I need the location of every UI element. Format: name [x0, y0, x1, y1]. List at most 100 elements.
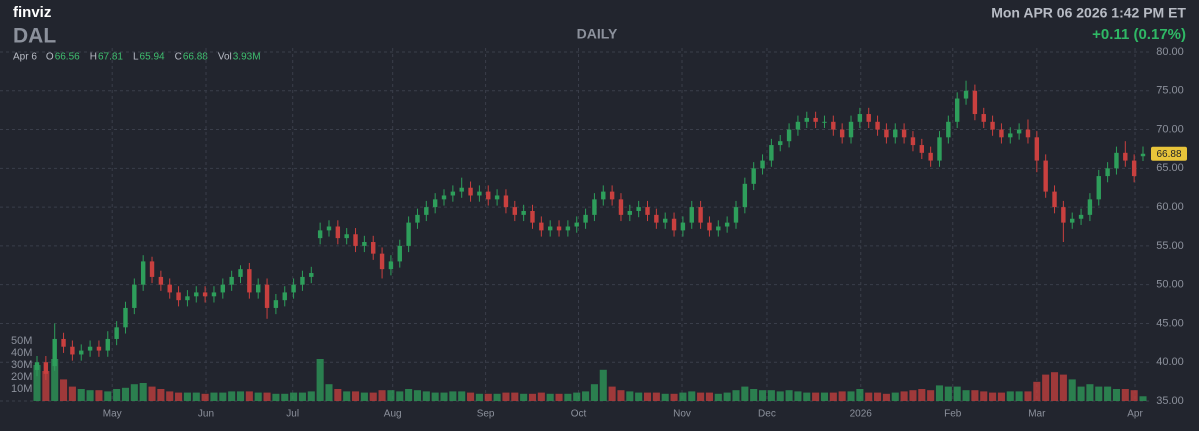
- volume-bar: [750, 389, 758, 401]
- volume-bar: [166, 391, 174, 401]
- volume-bar: [918, 389, 926, 401]
- x-tick-label: Sep: [477, 409, 495, 420]
- candle-body: [1008, 133, 1013, 138]
- y-tick-label: 80.00: [1156, 46, 1184, 58]
- candle-body: [79, 350, 84, 355]
- volume-bar: [281, 393, 289, 401]
- candle-body: [34, 362, 40, 370]
- volume-bar: [396, 391, 404, 401]
- y-tick-label: 55.00: [1156, 240, 1184, 252]
- candle-body: [1105, 168, 1110, 177]
- volume-bar: [351, 391, 360, 401]
- volume-bar: [714, 393, 722, 401]
- volume-bar: [891, 392, 899, 401]
- x-tick-label: Nov: [673, 409, 691, 420]
- volume-bar: [77, 389, 85, 401]
- candle-body: [636, 207, 641, 211]
- candle-body: [344, 234, 349, 239]
- candle-body: [158, 276, 164, 285]
- volume-bar: [865, 392, 873, 401]
- volume-bar: [785, 390, 793, 401]
- volume-bar: [555, 393, 563, 401]
- legend-value: 66.88: [183, 52, 208, 63]
- candle-body: [300, 276, 305, 285]
- candle-body: [583, 214, 588, 223]
- x-tick-label: 2026: [850, 409, 873, 420]
- volume-bar: [723, 392, 731, 401]
- candle-body: [512, 207, 517, 215]
- volume-bar: [1033, 381, 1041, 401]
- volume-bar: [369, 392, 377, 401]
- volume-bar: [741, 386, 749, 401]
- candles: [34, 80, 1146, 381]
- volume-bar: [900, 391, 908, 401]
- volume-bar: [590, 384, 598, 401]
- x-tick-label: Feb: [944, 409, 962, 420]
- candle-body: [87, 346, 93, 351]
- volume-bar: [847, 391, 855, 401]
- candle-body: [813, 117, 818, 122]
- volume-bar: [192, 392, 200, 401]
- volume-bar: [51, 359, 59, 401]
- volume-bar: [1139, 396, 1147, 401]
- candle-body: [663, 218, 668, 223]
- volume-bar: [661, 393, 669, 401]
- volume-bar: [546, 393, 554, 401]
- volume-bar: [962, 390, 970, 401]
- volume-bar: [121, 387, 130, 401]
- candle-body: [627, 210, 633, 215]
- candle-body: [990, 121, 995, 130]
- candle-body: [273, 300, 279, 308]
- candle-body: [282, 292, 287, 301]
- period[interactable]: DAILY: [577, 26, 618, 42]
- candle-body: [954, 98, 960, 122]
- candle-body: [999, 129, 1004, 138]
- volume-bar: [652, 392, 660, 401]
- volume-bar: [927, 390, 935, 401]
- volume-bar: [944, 386, 952, 401]
- volume-bar: [909, 390, 917, 401]
- volume-bar: [1112, 389, 1120, 401]
- volume-bar: [820, 392, 829, 401]
- volume-bar: [1024, 391, 1032, 401]
- candle-body: [1034, 137, 1040, 161]
- candle-body: [724, 222, 730, 227]
- candle-body: [486, 191, 491, 200]
- candle-body: [1114, 152, 1119, 169]
- volume-tick-label: 20M: [11, 371, 32, 383]
- logo[interactable]: finviz: [13, 4, 51, 21]
- candle-body: [379, 253, 385, 270]
- volume-bar: [1068, 379, 1076, 401]
- candle-body: [822, 121, 827, 123]
- candle-body: [671, 218, 677, 231]
- volume-bar: [440, 392, 448, 401]
- candle-body: [450, 191, 456, 196]
- volume-bar: [378, 390, 386, 401]
- volume-bar: [989, 392, 997, 401]
- candle-body: [220, 284, 226, 293]
- volume-bar: [520, 393, 528, 401]
- volume-bar: [935, 385, 944, 401]
- candle-body: [919, 145, 924, 153]
- candle-body: [1070, 218, 1075, 223]
- volume-bar: [307, 391, 315, 401]
- candle-body: [884, 129, 889, 138]
- volume-bar: [767, 390, 775, 401]
- legend-value: 67.81: [98, 52, 123, 63]
- candle-body: [946, 121, 951, 138]
- volume-bar: [148, 386, 156, 401]
- volume-bar: [582, 391, 590, 401]
- volume-bar: [803, 392, 811, 401]
- candle-body: [937, 137, 942, 161]
- candle-body: [804, 117, 809, 122]
- x-tick-label: Aug: [384, 409, 402, 420]
- volume-bar: [405, 389, 413, 401]
- y-tick-label: 50.00: [1156, 279, 1184, 291]
- y-tick-label: 60.00: [1156, 201, 1184, 213]
- candle-body: [1061, 207, 1066, 223]
- volume-bar: [228, 391, 236, 401]
- candle-body: [539, 222, 544, 231]
- candle-body: [910, 137, 916, 146]
